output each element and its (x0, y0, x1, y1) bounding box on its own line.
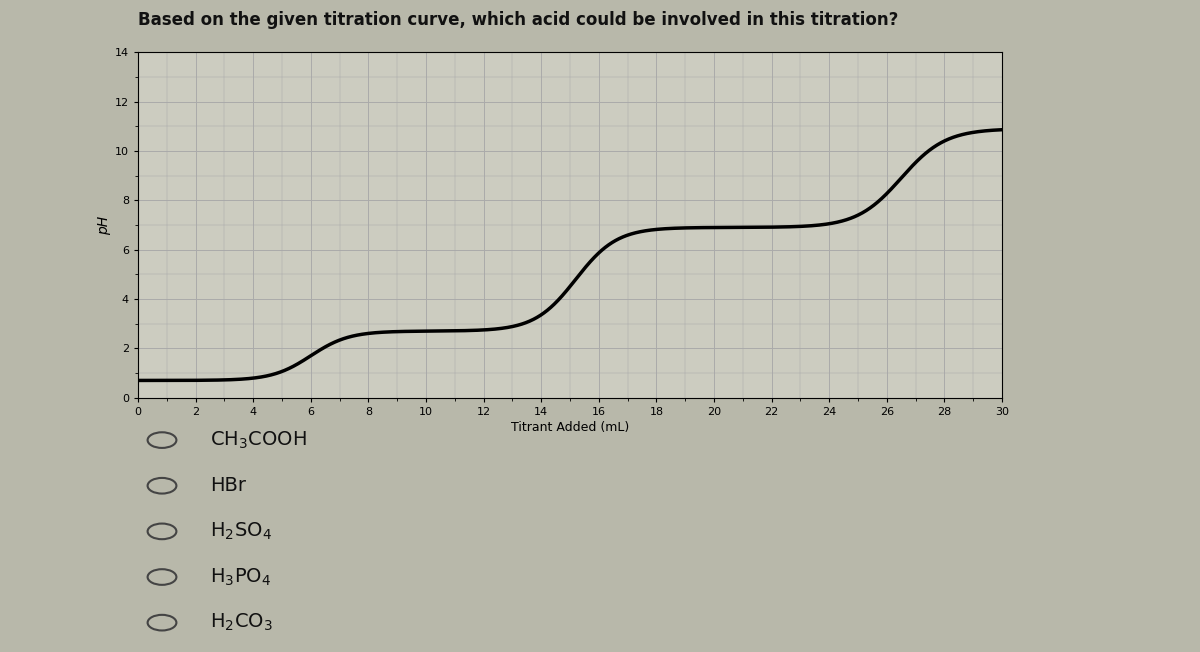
Text: Based on the given titration curve, which acid could be involved in this titrati: Based on the given titration curve, whic… (138, 11, 899, 29)
Text: H$_2$SO$_4$: H$_2$SO$_4$ (210, 521, 272, 542)
Text: H$_2$CO$_3$: H$_2$CO$_3$ (210, 612, 272, 633)
Text: HBr: HBr (210, 476, 246, 496)
Text: H$_3$PO$_4$: H$_3$PO$_4$ (210, 567, 271, 587)
X-axis label: Titrant Added (mL): Titrant Added (mL) (511, 421, 629, 434)
Y-axis label: pH: pH (97, 215, 110, 235)
Text: CH$_3$COOH: CH$_3$COOH (210, 430, 307, 451)
